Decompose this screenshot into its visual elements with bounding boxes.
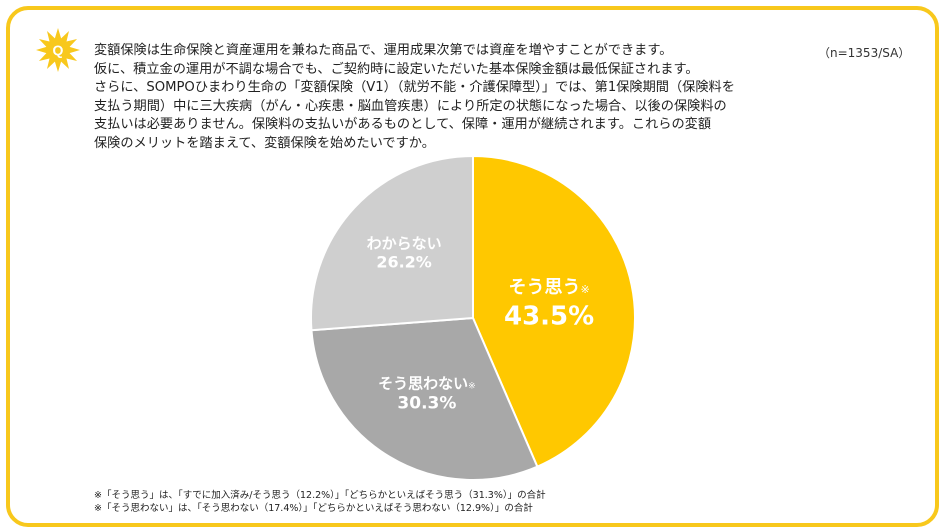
question-line: 支払う期間）中に三大疾病（がん・心疾患・脳血管疾患）により所定の状態になった場合… [94, 98, 727, 114]
footnotes: ※「そう思う」は、「すでに加入済み/そう思う（12.2%）」「どちらかといえばそ… [94, 489, 546, 515]
pie-slice-0 [472, 154, 637, 468]
question-line: さらに、SOMPOひまわり生命の「変額保険（V1）（就労不能・介護保障型）」では… [94, 80, 735, 95]
question-badge-icon: Q [36, 28, 80, 72]
slice-label-value: 26.2% [376, 253, 432, 272]
question-line: 変額保険は生命保険と資産運用を兼ねた商品で、運用成果次第では資産を増やすことがで… [94, 43, 673, 58]
slice-label-name: そう思う※ [508, 277, 589, 298]
slice-label-value: 43.5% [504, 301, 594, 331]
pie-slice-1 [310, 316, 539, 481]
sample-size-note: （n=1353/SA） [818, 46, 911, 60]
question-text: 変額保険は生命保険と資産運用を兼ねた商品で、運用成果次第では資産を増やすことがで… [94, 42, 814, 153]
footnote-agree: ※「そう思う」は、「すでに加入済み/そう思う（12.2%）」「どちらかといえばそ… [94, 490, 546, 501]
slice-label-value: 30.3% [397, 394, 456, 414]
question-line: 保険のメリットを踏まえて、変額保険を始めたいですか。 [94, 135, 435, 151]
slice-label-name: わからない [367, 235, 442, 253]
slice-label-name: そう思わない※ [378, 374, 476, 392]
question-line: 支払いは必要ありません。保険料の支払いがあるものとして、保障・運用が継続されます… [94, 117, 712, 132]
footnote-disagree: ※「そう思わない」は、「そう思わない（17.4%）」「どちらかといえばそう思わな… [94, 503, 533, 514]
question-line: 仮に、積立金の運用が不調な場合でも、ご契約時に設定いただいた基本保険金額は最低保… [94, 61, 699, 77]
question-badge-letter: Q [53, 42, 64, 58]
pie-slice-2 [310, 154, 474, 332]
